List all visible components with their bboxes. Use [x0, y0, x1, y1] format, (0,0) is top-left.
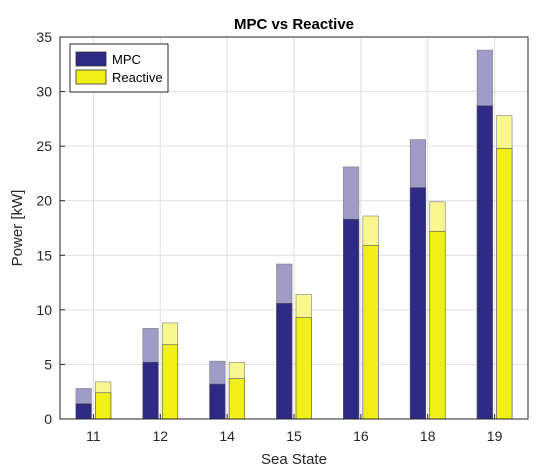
x-tick-label: 18 — [420, 428, 436, 444]
y-tick-label: 0 — [44, 411, 52, 427]
bars — [75, 49, 513, 420]
bar-reactive-11 — [95, 392, 112, 420]
bar-mpc-16 — [343, 218, 360, 420]
y-axis-label: Power [kW] — [9, 190, 26, 267]
bar-reactive-19 — [496, 148, 513, 420]
bar-reactive-16 — [362, 245, 379, 420]
x-tick-label: 12 — [152, 428, 168, 444]
bar-mpc-18 — [409, 187, 427, 420]
x-axis-label: Sea State — [261, 451, 327, 468]
bar-reactive-12 — [161, 344, 179, 420]
bar-mpc-15 — [276, 303, 293, 420]
y-tick-label: 5 — [44, 356, 52, 372]
y-tick-label: 25 — [36, 138, 52, 154]
x-axis-ticks: 11 12 14 15 16 18 19 — [86, 414, 503, 444]
y-tick-label: 10 — [36, 302, 52, 318]
y-axis-ticks: 0 5 10 15 20 25 30 35 — [36, 29, 65, 427]
x-tick-label: 19 — [487, 428, 503, 444]
y-tick-label: 20 — [36, 193, 52, 209]
y-tick-label: 30 — [36, 84, 52, 100]
bar-mpc-11 — [75, 403, 92, 420]
legend: MPC Reactive — [69, 43, 169, 93]
x-tick-label: 16 — [353, 428, 369, 444]
x-tick-label: 14 — [219, 428, 235, 444]
bar-reactive-18 — [429, 230, 446, 420]
bar-mpc-19 — [476, 105, 493, 420]
legend-label-reactive: Reactive — [112, 70, 163, 85]
bar-reactive-15 — [295, 317, 312, 420]
bar-reactive-14 — [228, 378, 245, 420]
bar-mpc-12 — [142, 361, 159, 420]
x-tick-label: 15 — [286, 428, 302, 444]
bar-mpc-14 — [209, 383, 226, 420]
legend-swatch-reactive — [75, 69, 107, 85]
legend-swatch-mpc — [75, 51, 107, 67]
x-tick-label: 11 — [86, 428, 101, 444]
chart-title: MPC vs Reactive — [234, 16, 354, 33]
legend-label-mpc: MPC — [112, 52, 141, 67]
y-tick-label: 35 — [36, 29, 52, 45]
y-tick-label: 15 — [36, 247, 52, 263]
